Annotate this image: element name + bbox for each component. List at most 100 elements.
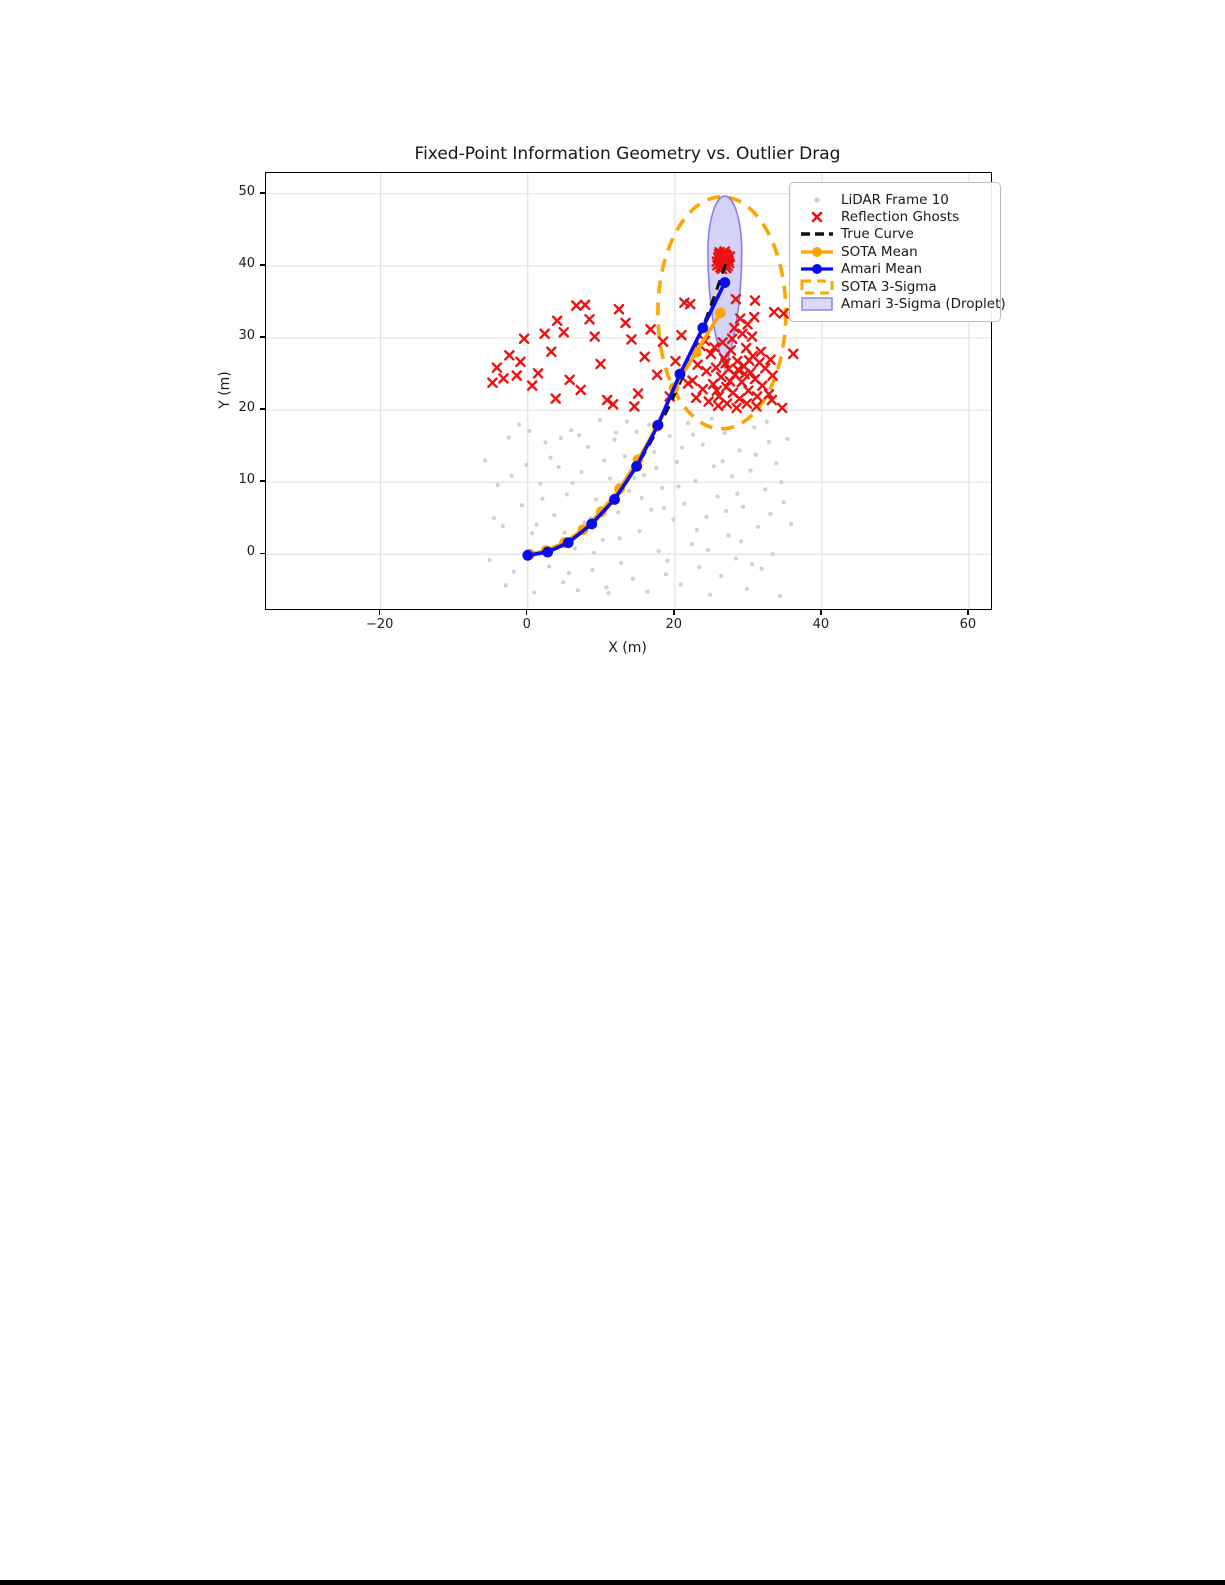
lidar-point — [617, 536, 622, 541]
lidar-point — [519, 503, 524, 508]
y-axis-label: Y (m) — [217, 371, 233, 409]
ghost-point — [570, 300, 582, 311]
lidar-point — [719, 573, 724, 578]
legend-label: True Curve — [841, 226, 914, 243]
lidar-point — [558, 436, 563, 441]
ghost-point — [724, 251, 736, 262]
lidar-point — [700, 442, 705, 447]
ghost-point — [613, 303, 625, 315]
ghost-point — [768, 306, 780, 318]
lidar-point — [660, 485, 665, 491]
amari-mean-marker — [609, 494, 620, 505]
y-tick-label: 10 — [238, 472, 255, 488]
lidar-point — [726, 533, 731, 538]
legend-marker-sota-mean-icon — [797, 244, 837, 260]
ghost-point — [765, 354, 776, 365]
legend-label: LiDAR Frame 10 — [841, 191, 949, 208]
lidar-point — [560, 580, 566, 585]
ghost-point — [767, 370, 778, 381]
lidar-point — [543, 440, 548, 445]
x-tick-mark — [379, 609, 381, 615]
lidar-point — [785, 436, 790, 442]
lidar-point — [763, 487, 768, 492]
ghost-point — [778, 308, 789, 319]
legend-marker-reflection-ghosts-icon — [797, 209, 837, 225]
x-tick-label: 40 — [812, 617, 830, 632]
lidar-point — [737, 448, 742, 453]
lidar-point — [682, 501, 687, 506]
lidar-point — [764, 419, 769, 424]
ghost-point — [684, 298, 696, 310]
ghost-point — [721, 398, 733, 409]
lidar-point — [709, 416, 714, 421]
ghost-point — [564, 374, 575, 386]
lidar-point — [530, 531, 535, 536]
ghost-point — [670, 355, 681, 367]
ghost-point — [726, 333, 738, 345]
lidar-point — [667, 433, 672, 439]
lidar-point — [634, 429, 639, 434]
x-tick-mark — [967, 609, 969, 615]
ghost-point — [749, 295, 761, 306]
lidar-point — [564, 492, 569, 497]
lidar-point — [622, 454, 627, 459]
true-curve-line — [527, 261, 728, 556]
lidar-point — [711, 464, 716, 469]
lidar-point — [534, 522, 539, 527]
legend-marker-amari-mean-icon — [797, 261, 837, 277]
ghost-point — [584, 313, 595, 325]
lidar-point — [755, 524, 761, 529]
ghost-point — [539, 328, 550, 340]
ghost-point — [701, 365, 712, 377]
lidar-point — [656, 549, 661, 554]
x-tick-mark — [673, 609, 675, 615]
ghost-point — [736, 376, 748, 388]
amari-mean-marker — [542, 546, 554, 558]
ghost-point — [755, 346, 767, 358]
lidar-point — [613, 430, 619, 435]
ghost-point — [657, 336, 669, 347]
lidar-point — [749, 562, 755, 567]
lidar-point — [585, 444, 591, 449]
y-tick-label: 20 — [238, 400, 255, 416]
legend-marker-sota-3-sigma-icon — [797, 279, 837, 295]
sota-mean-marker — [715, 307, 726, 319]
lidar-point — [590, 567, 595, 573]
lidar-point — [674, 459, 680, 465]
ghost-point — [629, 401, 640, 412]
lidar-point — [744, 586, 749, 591]
lidar-point — [649, 507, 654, 512]
ghost-point — [558, 326, 570, 338]
amari-mean-marker — [631, 460, 642, 472]
ghost-point — [743, 385, 754, 396]
lidar-point — [608, 476, 613, 481]
lidar-point — [759, 566, 764, 571]
lidar-point — [582, 520, 587, 525]
lidar-point — [741, 504, 746, 509]
amari-mean-marker — [562, 537, 574, 549]
chart-figure: Fixed-Point Information Geometry vs. Out… — [0, 0, 1225, 700]
lidar-point — [597, 418, 602, 423]
ghost-point — [626, 334, 637, 345]
lidar-point — [768, 511, 773, 516]
lidar-point — [500, 524, 505, 529]
ghost-point — [589, 331, 600, 342]
lidar-point — [639, 495, 644, 501]
ghost-point — [645, 324, 656, 335]
lidar-point — [509, 473, 514, 478]
ghost-point — [751, 401, 762, 412]
lidar-point — [730, 474, 735, 479]
lidar-point — [579, 469, 584, 475]
lidar-point — [604, 585, 609, 590]
legend-label: Reflection Ghosts — [841, 209, 960, 226]
legend-item: Reflection Ghosts — [797, 208, 991, 225]
ghost-point — [757, 380, 768, 391]
lidar-point — [569, 428, 574, 433]
lidar-point — [696, 565, 702, 570]
ghost-point — [720, 357, 731, 369]
chart-title: Fixed-Point Information Geometry vs. Out… — [414, 144, 841, 164]
ghost-point — [724, 375, 736, 387]
y-tick-mark — [260, 408, 265, 410]
ghost-point — [545, 346, 557, 358]
ghost-point — [620, 317, 631, 329]
